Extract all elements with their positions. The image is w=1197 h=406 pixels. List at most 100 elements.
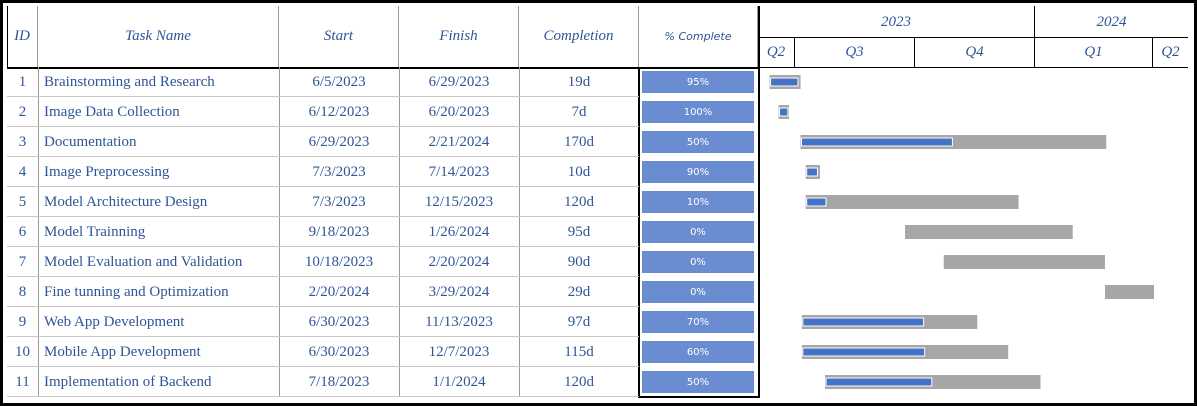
task-name: Image Data Collection	[44, 103, 180, 120]
column-divider	[279, 67, 280, 397]
timeline-divider	[758, 6, 760, 398]
row-divider	[7, 126, 639, 127]
task-name: Brainstorming and Research	[44, 73, 215, 90]
row-divider	[7, 396, 639, 397]
quarter-q3-2023: Q3	[795, 38, 915, 67]
task-id: 5	[18, 193, 27, 210]
quarter-q4-2023: Q4	[915, 38, 1035, 67]
task-duration: 10d	[567, 163, 591, 180]
task-start: 2/20/2024	[308, 283, 370, 300]
gantt-bar-progress	[770, 77, 799, 87]
pct-bottom-edge	[638, 396, 759, 398]
pct-complete-cell: 10%	[641, 190, 755, 214]
task-duration: 120d	[564, 373, 594, 390]
pct-complete-cell: 0%	[641, 250, 755, 274]
task-id: 10	[15, 343, 30, 360]
task-name: Image Preprocessing	[44, 163, 170, 180]
gantt-bar-progress	[806, 167, 818, 177]
task-id: 7	[18, 253, 27, 270]
task-start: 6/12/2023	[308, 103, 370, 120]
header-divider	[7, 67, 758, 69]
row-divider	[7, 96, 639, 97]
quarter-q2-2024: Q2	[1161, 44, 1180, 60]
task-finish: 6/20/2023	[428, 103, 490, 120]
task-start: 6/5/2023	[312, 73, 366, 90]
task-finish: 11/13/2023	[425, 313, 493, 330]
year-2024: 2024	[1096, 13, 1127, 30]
task-duration: 115d	[564, 343, 594, 360]
task-start: 9/18/2023	[308, 223, 370, 240]
pct-complete-cell: 0%	[641, 280, 755, 304]
header-id: ID	[7, 6, 38, 67]
year-divider	[758, 37, 1188, 38]
task-finish: 3/29/2024	[428, 283, 490, 300]
gantt-bar-progress	[806, 197, 827, 207]
task-finish: 1/1/2024	[432, 373, 486, 390]
header-pct-complete: % Complete	[639, 6, 758, 67]
task-finish: 6/29/2023	[428, 73, 490, 90]
gantt-bar-duration	[943, 255, 1105, 269]
task-duration: 120d	[564, 193, 594, 210]
task-name: Model Trainning	[44, 223, 146, 240]
pct-complete-cell: 90%	[641, 160, 755, 184]
pct-complete-cell: 0%	[641, 220, 755, 244]
gantt-bar-duration	[1104, 285, 1154, 299]
task-id: 9	[18, 313, 27, 330]
gantt-table: ID Task Name Start Finish Completion % C…	[7, 6, 1188, 398]
column-divider	[38, 67, 39, 397]
task-id: 4	[18, 163, 27, 180]
gantt-bar-duration	[905, 225, 1073, 239]
task-duration: 95d	[567, 223, 591, 240]
task-start: 7/3/2023	[312, 163, 366, 180]
task-start: 6/30/2023	[308, 343, 370, 360]
quarter-q2-2023: Q2	[758, 38, 795, 67]
task-start: 7/18/2023	[308, 373, 370, 390]
gantt-chart	[769, 75, 1154, 389]
quarter-divider	[758, 67, 1188, 68]
task-duration: 97d	[567, 313, 591, 330]
row-divider	[7, 336, 639, 337]
task-finish: 12/7/2023	[428, 343, 490, 360]
task-start: 10/18/2023	[304, 253, 374, 270]
gantt-bar-progress	[825, 377, 933, 387]
gantt-bar-progress	[779, 107, 789, 117]
header-start: Start	[279, 6, 399, 67]
row-divider	[7, 156, 639, 157]
row-divider	[7, 246, 639, 247]
gantt-bar-duration	[805, 195, 1019, 209]
task-name: Implementation of Backend	[44, 373, 212, 390]
gantt-bar-progress	[802, 347, 926, 357]
header-finish: Finish	[399, 6, 519, 67]
pct-complete-cell: 95%	[641, 70, 755, 94]
column-divider	[519, 67, 520, 397]
left-header-edge	[7, 6, 8, 67]
task-duration: 7d	[571, 103, 587, 120]
pct-complete-cell: 50%	[641, 130, 755, 154]
task-name: Web App Development	[44, 313, 185, 330]
quarter-q1-2024: Q1	[1035, 38, 1153, 67]
task-finish: 12/15/2023	[424, 193, 494, 210]
task-id: 8	[18, 283, 27, 300]
task-id: 1	[18, 73, 27, 90]
row-divider	[7, 306, 639, 307]
gantt-bar-progress	[802, 317, 925, 327]
task-name: Mobile App Development	[44, 343, 201, 360]
pct-complete-cell: 100%	[641, 100, 755, 124]
row-divider	[7, 366, 639, 367]
task-duration: 170d	[564, 133, 594, 150]
task-finish: 2/21/2024	[428, 133, 490, 150]
task-duration: 29d	[567, 283, 591, 300]
task-start: 6/29/2023	[308, 133, 370, 150]
pct-complete-cell: 70%	[641, 310, 755, 334]
task-name: Fine tunning and Optimization	[44, 283, 229, 300]
task-start: 6/30/2023	[308, 313, 370, 330]
task-finish: 7/14/2023	[428, 163, 490, 180]
task-duration: 90d	[567, 253, 591, 270]
row-divider	[7, 216, 639, 217]
task-name: Documentation	[44, 133, 137, 150]
row-divider	[7, 186, 639, 187]
task-id: 2	[18, 103, 27, 120]
year-2023: 2023	[758, 6, 1035, 38]
header-task-name: Task Name	[38, 6, 279, 67]
header-completion: Completion	[519, 6, 639, 67]
